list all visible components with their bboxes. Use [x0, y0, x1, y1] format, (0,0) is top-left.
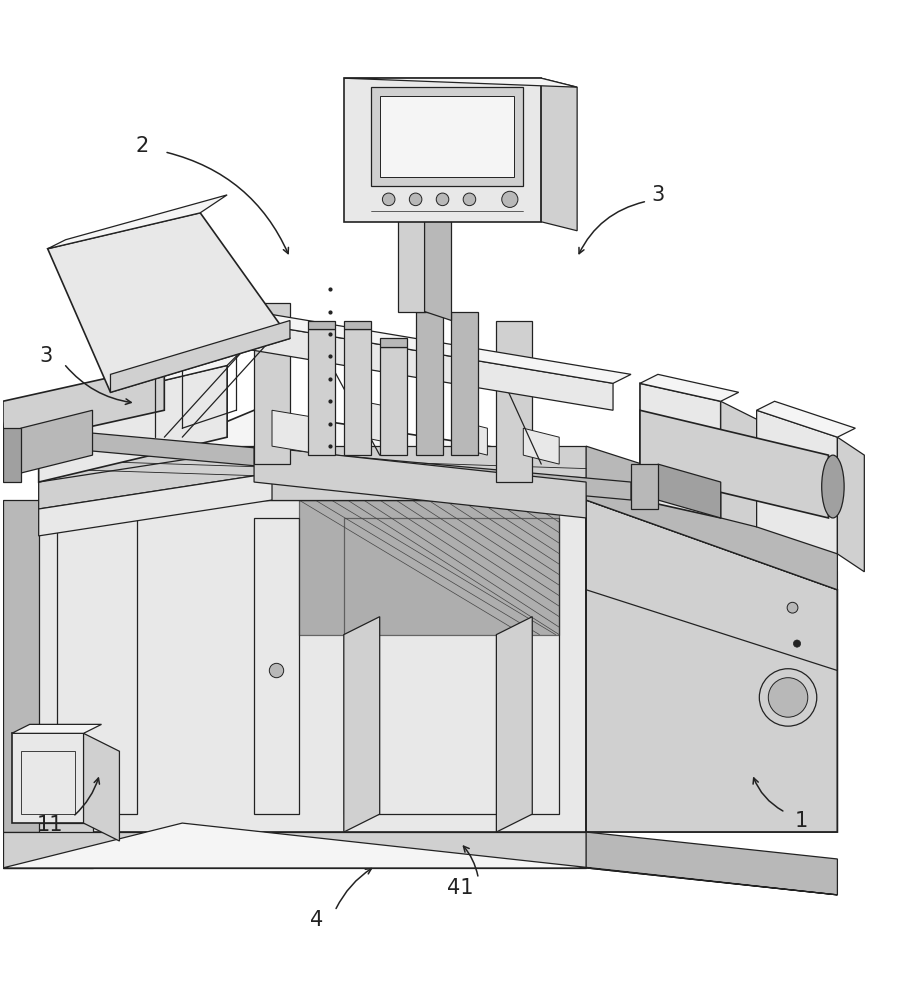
Circle shape	[463, 193, 475, 206]
Polygon shape	[39, 500, 585, 832]
Circle shape	[768, 678, 807, 717]
Polygon shape	[3, 500, 39, 832]
Polygon shape	[253, 303, 290, 464]
Polygon shape	[39, 473, 272, 536]
Polygon shape	[84, 733, 119, 841]
Polygon shape	[299, 500, 558, 635]
Polygon shape	[0, 401, 3, 464]
Polygon shape	[48, 195, 227, 249]
Circle shape	[793, 640, 800, 647]
Polygon shape	[658, 464, 720, 518]
Polygon shape	[182, 303, 630, 383]
Circle shape	[787, 557, 797, 568]
Polygon shape	[308, 321, 335, 329]
Polygon shape	[585, 500, 836, 832]
Text: 2: 2	[135, 136, 148, 156]
Ellipse shape	[821, 455, 843, 518]
Polygon shape	[496, 321, 531, 482]
Polygon shape	[3, 428, 21, 482]
Polygon shape	[630, 464, 658, 509]
Circle shape	[759, 669, 815, 726]
Polygon shape	[12, 724, 101, 733]
Polygon shape	[21, 410, 92, 473]
Text: 11: 11	[36, 815, 62, 835]
Polygon shape	[640, 383, 720, 518]
Polygon shape	[362, 401, 406, 446]
Polygon shape	[451, 419, 487, 455]
Polygon shape	[424, 213, 451, 321]
Polygon shape	[540, 78, 576, 231]
Text: 4: 4	[310, 910, 323, 930]
Polygon shape	[3, 823, 836, 895]
Polygon shape	[110, 321, 290, 392]
Polygon shape	[12, 733, 84, 823]
Polygon shape	[39, 410, 836, 500]
Polygon shape	[585, 446, 836, 590]
Polygon shape	[39, 428, 630, 500]
Polygon shape	[344, 617, 379, 832]
Polygon shape	[397, 213, 424, 312]
Polygon shape	[3, 823, 92, 868]
Text: 3: 3	[39, 346, 52, 366]
Polygon shape	[344, 78, 540, 222]
Polygon shape	[756, 410, 836, 554]
Text: 1: 1	[794, 811, 807, 831]
Circle shape	[409, 193, 421, 206]
Polygon shape	[640, 374, 738, 401]
Polygon shape	[640, 410, 827, 518]
Circle shape	[502, 191, 518, 207]
Polygon shape	[272, 410, 326, 455]
Polygon shape	[379, 96, 514, 177]
Circle shape	[382, 193, 394, 206]
Text: 41: 41	[446, 878, 474, 898]
Polygon shape	[756, 401, 854, 437]
Polygon shape	[182, 312, 612, 410]
Polygon shape	[344, 329, 371, 455]
Polygon shape	[39, 446, 272, 509]
Ellipse shape	[0, 410, 4, 455]
Polygon shape	[415, 312, 442, 455]
Polygon shape	[379, 347, 406, 455]
Polygon shape	[836, 437, 863, 572]
Polygon shape	[585, 832, 836, 895]
Circle shape	[436, 193, 448, 206]
Polygon shape	[344, 78, 576, 87]
Text: 3: 3	[650, 185, 664, 205]
Polygon shape	[3, 832, 585, 868]
Polygon shape	[39, 482, 585, 500]
Polygon shape	[39, 365, 227, 482]
Polygon shape	[253, 446, 585, 518]
Polygon shape	[523, 428, 558, 464]
Polygon shape	[308, 329, 335, 455]
Polygon shape	[720, 401, 756, 527]
Polygon shape	[3, 365, 164, 446]
Polygon shape	[451, 312, 478, 455]
Polygon shape	[48, 213, 290, 392]
Circle shape	[269, 663, 283, 678]
Polygon shape	[344, 321, 371, 329]
Polygon shape	[585, 482, 836, 590]
Polygon shape	[379, 338, 406, 347]
Polygon shape	[371, 87, 523, 186]
Polygon shape	[39, 347, 244, 410]
Circle shape	[787, 602, 797, 613]
Polygon shape	[496, 617, 531, 832]
Polygon shape	[39, 446, 585, 500]
